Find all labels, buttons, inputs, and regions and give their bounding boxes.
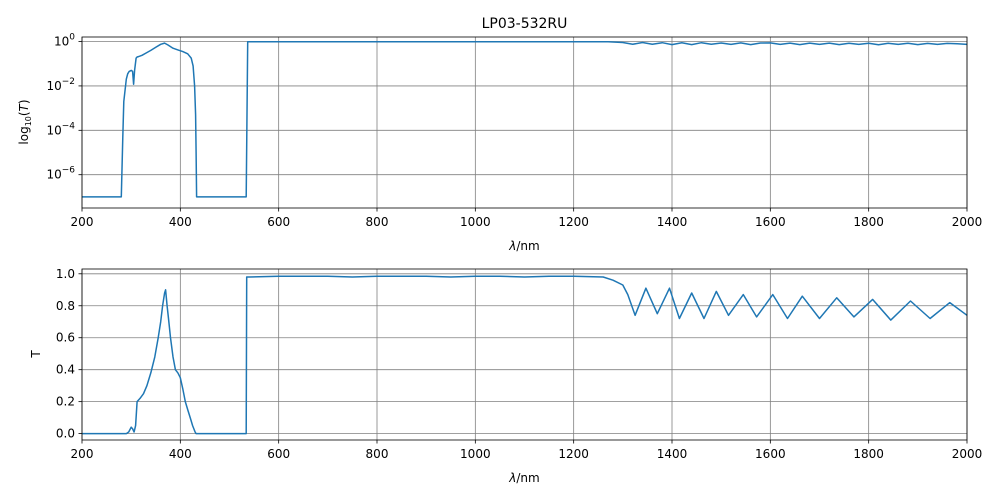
y-tick-label: 0.6	[56, 331, 75, 345]
x-tick-label: 800	[366, 447, 389, 461]
x-tick-label: 1400	[657, 215, 688, 229]
x-tick-label: 600	[267, 447, 290, 461]
x-tick-label: 400	[169, 215, 192, 229]
y-ticks-top: 10−6 10−4 10−2 100	[46, 33, 82, 182]
y-tick-label: 10−4	[46, 121, 75, 137]
x-tick-label: 1800	[853, 447, 884, 461]
x-ticks-top: 200 400 600 800 1000 1200 1400 1600 1800 2000	[71, 208, 983, 229]
x-tick-label: 1600	[755, 447, 786, 461]
x-tick-label: 2000	[952, 215, 983, 229]
x-ticks-bottom: 200 400 600 800 1000 1200 1400 1600 1800 2000	[71, 440, 983, 461]
series-line-top	[82, 40, 968, 198]
x-axis-label-unit: /nm	[516, 239, 539, 253]
x-tick-label: 600	[267, 215, 290, 229]
x-tick-label: 1600	[755, 215, 786, 229]
grid-bottom	[81, 269, 968, 440]
y-axis-label-open-paren: (	[17, 111, 31, 116]
chart-title: LP03-532RU	[482, 16, 568, 32]
x-tick-label: 1400	[657, 447, 688, 461]
y-tick-label: 0.0	[56, 427, 75, 441]
x-axis-label-unit: /nm	[516, 471, 539, 485]
chart-bottom-transmission: 200 400 600 800 1000 1200 1400 1600 1800 2000 0.0…	[29, 267, 982, 485]
y-axis-label-close-paren: )	[17, 99, 31, 104]
chart-top-log-transmission: LP03-532RU 200 400 600 800 1000 1200 1400 1600 1…	[17, 16, 982, 253]
y-tick-label: 10−6	[46, 166, 75, 182]
x-axis-label-bottom: λ/nm	[508, 471, 539, 485]
y-axis-label-arg: T	[17, 102, 31, 111]
x-tick-label: 1000	[460, 447, 491, 461]
x-tick-label: 200	[71, 447, 94, 461]
x-tick-label: 1200	[558, 215, 589, 229]
axes-frame-top	[81, 36, 968, 209]
axes-frame-bottom	[81, 268, 968, 441]
y-tick-label: 0.8	[56, 299, 75, 313]
y-tick-label: 100	[54, 33, 75, 49]
x-tick-label: 200	[71, 215, 94, 229]
series-line-bottom	[82, 275, 968, 435]
x-tick-label: 400	[169, 447, 192, 461]
y-axis-label-top: log10(T)	[17, 99, 33, 144]
x-axis-label-symbol: λ	[508, 471, 516, 485]
x-tick-label: 2000	[952, 447, 983, 461]
x-axis-label-top: λ/nm	[508, 239, 539, 253]
y-axis-label-log: log	[17, 126, 31, 144]
y-axis-label-sub: 10	[24, 116, 33, 126]
y-axis-label-bottom: T	[29, 350, 43, 359]
x-tick-label: 1200	[558, 447, 589, 461]
y-ticks-bottom: 0.0 0.2 0.4 0.6 0.8 1.0	[56, 267, 82, 441]
x-tick-label: 800	[366, 215, 389, 229]
y-tick-label: 1.0	[56, 267, 75, 281]
x-tick-label: 1000	[460, 215, 491, 229]
y-tick-label: 0.4	[56, 363, 75, 377]
y-tick-label: 10−2	[46, 77, 75, 93]
grid-top	[81, 37, 968, 208]
y-tick-label: 0.2	[56, 395, 75, 409]
x-axis-label-symbol: λ	[508, 239, 516, 253]
x-tick-label: 1800	[853, 215, 884, 229]
